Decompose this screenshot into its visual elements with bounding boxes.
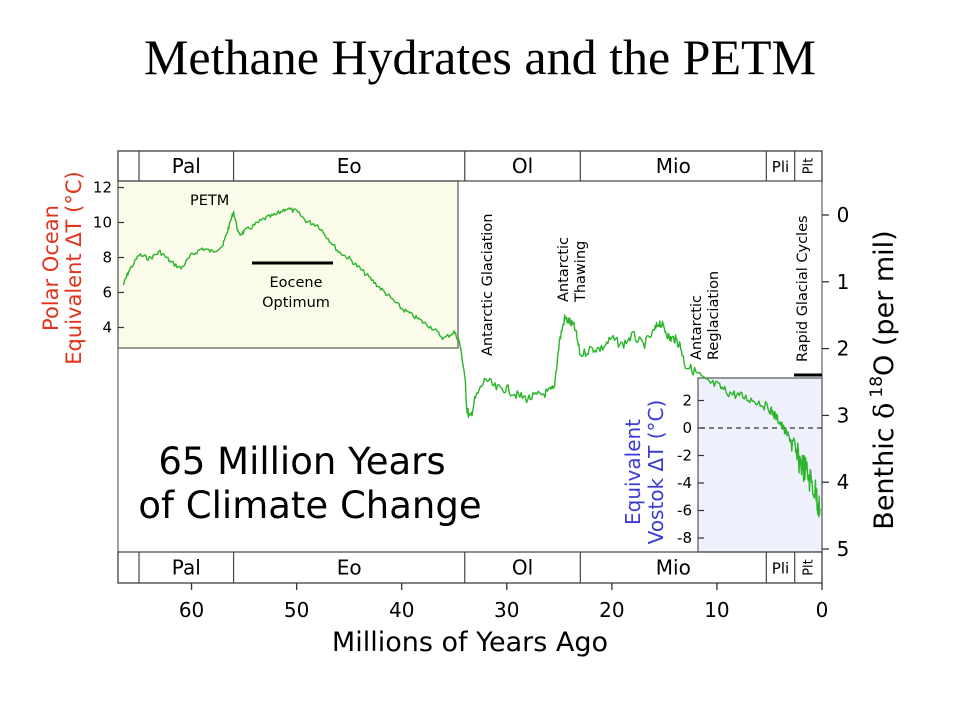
eocene-optimum-label-line1: Eocene — [269, 275, 322, 291]
benthic-d18o-series-line — [122, 207, 821, 518]
epoch-bar-top — [117, 150, 823, 182]
right-tick-label: 5 — [837, 537, 850, 561]
epoch-label-bottom: Eo — [337, 556, 362, 580]
x-tick-label: 10 — [704, 598, 729, 622]
epoch-label-bottom: Plt — [801, 559, 816, 576]
chart-title-line2: of Climate Change — [138, 484, 481, 527]
right-axis-label-delta: δ — [869, 403, 900, 419]
epoch-label-top: Pal — [172, 154, 201, 178]
antarctic-glaciation-label: Antarctic Glaciation — [480, 214, 496, 356]
epoch-label-top: Mio — [656, 154, 691, 178]
right-tick-label: 1 — [837, 270, 850, 294]
polar-tick-label: 6 — [102, 284, 112, 302]
right-axis-label-sup: 18 — [867, 376, 887, 398]
polar-tick-label: 12 — [93, 179, 112, 197]
vostok-tick-label: 2 — [682, 392, 692, 410]
epoch-label-top: Eo — [337, 154, 362, 178]
x-tick-label: 50 — [284, 598, 309, 622]
epoch-labels-top: Pal Eo Ol Mio Pli Plt — [138, 151, 816, 181]
epoch-label-bottom: Mio — [656, 556, 691, 580]
epoch-label-top: Ol — [512, 154, 533, 178]
antarctic-reglaciation-label-line1: Antarctic — [689, 295, 705, 360]
polar-tick-label: 4 — [102, 319, 112, 337]
vostok-tick-label: -4 — [677, 474, 692, 492]
right-axis-label-pre: Benthic — [869, 419, 900, 530]
epoch-label-bottom: Ol — [512, 556, 533, 580]
chart-title-line1: 65 Million Years — [158, 440, 445, 483]
antarctic-reglaciation-label-line2: Reglaciation — [706, 271, 722, 360]
vostok-tick-label: 0 — [682, 419, 692, 437]
x-tick-label: 20 — [599, 598, 624, 622]
x-axis-label: Millions of Years Ago — [332, 627, 608, 658]
x-tick-label: 30 — [494, 598, 519, 622]
epoch-bar-bottom — [117, 551, 823, 584]
right-axis-label-post: O (per mil) — [869, 230, 900, 376]
eocene-optimum-label-line2: Optimum — [262, 295, 330, 311]
rapid-glacial-cycles-label: Rapid Glacial Cycles — [795, 215, 811, 362]
vostok-axis-ticks: 2 0 -2 -4 -6 -8 — [677, 392, 704, 547]
x-tick-label: 40 — [389, 598, 414, 622]
epoch-label-top: Pli — [772, 158, 789, 176]
epoch-label-bottom: Pal — [172, 556, 201, 580]
polar-ocean-axis-label-line2: Equivalent ΔT (°C) — [62, 171, 86, 364]
slide-title: Methane Hydrates and the PETM — [143, 29, 817, 85]
right-tick-label: 4 — [837, 470, 850, 494]
antarctic-thawing-label-line1: Antarctic — [556, 237, 572, 302]
right-tick-label: 2 — [837, 337, 850, 361]
right-tick-label: 3 — [837, 403, 850, 427]
polar-tick-label: 10 — [93, 214, 112, 232]
vostok-tick-label: -6 — [677, 502, 692, 520]
petm-label: PETM — [190, 193, 229, 209]
series-layer — [122, 207, 821, 518]
polar-ocean-axis-ticks: 12 10 8 6 4 — [93, 179, 124, 337]
polar-ocean-axis-label-line1: Polar Ocean — [39, 205, 63, 331]
x-axis-ticks: 60 50 40 30 20 10 0 — [179, 583, 829, 622]
vostok-axis-label-line1: Equivalent — [621, 419, 645, 525]
x-tick-label: 60 — [179, 598, 204, 622]
epoch-label-top: Plt — [801, 158, 816, 175]
antarctic-thawing-label-line2: Thawing — [573, 241, 589, 303]
vostok-axis-label-line2: Vostok ΔT (°C) — [644, 400, 668, 545]
vostok-tick-label: -2 — [677, 447, 692, 465]
right-axis-ticks: 0 1 2 3 4 5 — [822, 203, 849, 561]
epoch-label-bottom: Pli — [772, 560, 789, 578]
x-tick-label: 0 — [816, 598, 829, 622]
vostok-tick-label: -8 — [677, 529, 692, 547]
polar-tick-label: 8 — [102, 249, 112, 267]
right-axis-label: Benthic δ 18O (per mil) — [867, 230, 900, 529]
right-tick-label: 0 — [837, 203, 850, 227]
epoch-labels-bottom: Pal Eo Ol Mio Pli Plt — [138, 552, 816, 583]
